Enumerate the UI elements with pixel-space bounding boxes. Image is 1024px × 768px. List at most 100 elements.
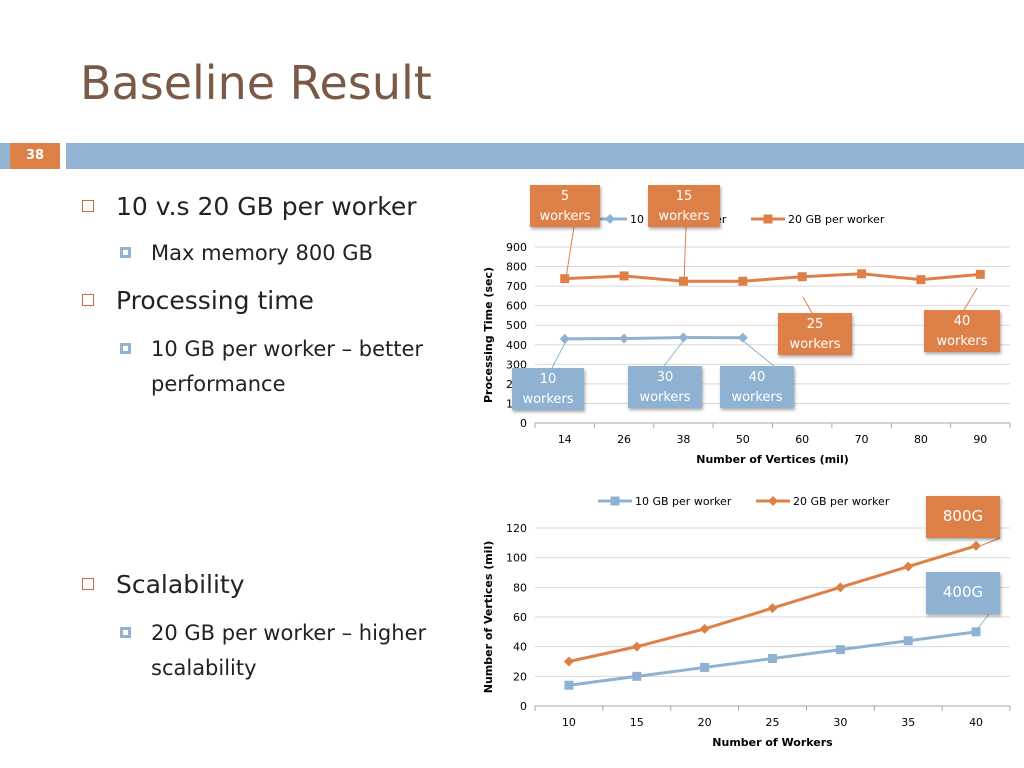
- data-point: [903, 636, 913, 646]
- filled-square-bullet-icon: [120, 247, 131, 258]
- data-point: [699, 623, 710, 634]
- y-tick-label: 0: [520, 700, 527, 713]
- square-bullet-icon: [82, 294, 94, 306]
- x-tick-label: 20: [698, 716, 712, 729]
- y-tick-label: 60: [513, 611, 527, 624]
- x-tick-label: 30: [833, 716, 847, 729]
- callout-25-workers: 25 workers: [778, 313, 852, 355]
- square-bullet-icon: [82, 578, 94, 590]
- y-tick-label: 600: [506, 300, 527, 313]
- data-point: [564, 680, 574, 690]
- y-tick-label: 700: [506, 280, 527, 293]
- callout-30-workers: 30 workers: [628, 366, 702, 408]
- data-point: [835, 582, 846, 593]
- x-tick-label: 15: [630, 716, 644, 729]
- y-tick-label: 500: [506, 319, 527, 332]
- data-point: [971, 627, 981, 637]
- data-point: [737, 332, 748, 343]
- legend-label: 20 GB per worker: [793, 495, 890, 508]
- y-tick-label: 120: [506, 522, 527, 535]
- legend-label: 10 GB per worker: [635, 495, 732, 508]
- data-point: [835, 645, 845, 655]
- data-point: [678, 332, 689, 343]
- data-point: [971, 540, 982, 551]
- data-point: [619, 271, 629, 281]
- x-tick-label: 14: [558, 433, 572, 446]
- y-tick-label: 40: [513, 641, 527, 654]
- x-tick-label: 10: [562, 716, 576, 729]
- slide-title: Baseline Result: [80, 56, 432, 110]
- y-axis-label: Processing Time (sec): [482, 267, 495, 403]
- y-tick-label: 0: [520, 417, 527, 430]
- x-axis-label: Number of Vertices (mil): [696, 453, 849, 466]
- y-tick-label: 900: [506, 241, 527, 254]
- callout-800g: 800G: [926, 496, 1000, 538]
- sub-bullet-item: Max memory 800 GB: [120, 236, 480, 271]
- data-point: [632, 671, 642, 681]
- x-tick-label: 90: [973, 433, 987, 446]
- x-tick-label: 40: [969, 716, 983, 729]
- data-point: [975, 269, 985, 279]
- callout-15-workers: 15 workers: [648, 185, 720, 227]
- y-tick-label: 400: [506, 339, 527, 352]
- y-tick-label: 20: [513, 670, 527, 683]
- legend-marker: [768, 496, 778, 506]
- legend-marker: [763, 214, 773, 224]
- x-tick-label: 70: [855, 433, 869, 446]
- data-point: [678, 276, 688, 286]
- legend-marker: [605, 214, 615, 224]
- bullet-item: Processing time: [82, 286, 314, 315]
- data-point: [767, 603, 778, 614]
- data-point: [738, 276, 748, 286]
- callout-10-workers: 10 workers: [512, 368, 584, 410]
- y-tick-label: 80: [513, 581, 527, 594]
- filled-square-bullet-icon: [120, 627, 131, 638]
- scalability-chart: 0 20 40 60 80 100 120 10 15 20 25 30 35 40 Number of W…: [482, 495, 1011, 749]
- x-tick-label: 80: [914, 433, 928, 446]
- data-point: [857, 269, 867, 279]
- sub-bullet-text: Max memory 800 GB: [151, 241, 373, 265]
- filled-square-bullet-icon: [120, 343, 131, 354]
- x-axis-label: Number of Workers: [712, 736, 833, 749]
- x-tick-label: 50: [736, 433, 750, 446]
- x-tick-label: 26: [617, 433, 631, 446]
- x-tick-label: 35: [901, 716, 915, 729]
- data-point: [559, 333, 570, 344]
- x-tick-label: 38: [676, 433, 690, 446]
- data-point: [560, 274, 570, 284]
- y-tick-label: 100: [506, 552, 527, 565]
- square-bullet-icon: [82, 200, 94, 212]
- sub-bullet-item: 10 GB per worker – better performance: [120, 332, 440, 402]
- data-point: [631, 641, 642, 652]
- y-axis-label: Number of Vertices (mil): [482, 541, 495, 694]
- data-point: [619, 333, 630, 344]
- legend-marker: [610, 496, 620, 506]
- series-line: [564, 336, 743, 341]
- sub-bullet-text: 10 GB per worker – better performance: [151, 337, 424, 396]
- data-point: [768, 654, 777, 664]
- bullet-item: Scalability: [82, 570, 245, 599]
- sub-bullet-item: 20 GB per worker – higher scalability: [120, 616, 440, 686]
- header-band: [0, 143, 1024, 169]
- data-point: [797, 272, 807, 282]
- band-gap: [60, 143, 66, 169]
- callout-40-workers-orange: 40 workers: [924, 310, 1000, 352]
- bullet-text: 10 v.s 20 GB per worker: [116, 192, 417, 221]
- data-point: [903, 561, 914, 572]
- sub-bullet-text: 20 GB per worker – higher scalability: [151, 621, 427, 680]
- x-tick-label: 60: [795, 433, 809, 446]
- x-tick-label: 25: [766, 716, 780, 729]
- bullet-item: 10 v.s 20 GB per worker: [82, 192, 417, 221]
- legend-label: 20 GB per worker: [788, 213, 885, 226]
- callout-40-workers-blue: 40 workers: [720, 366, 794, 408]
- bullet-text: Processing time: [116, 286, 314, 315]
- bullet-text: Scalability: [116, 570, 245, 599]
- y-tick-label: 800: [506, 261, 527, 274]
- data-point: [563, 656, 574, 667]
- data-point: [916, 275, 926, 285]
- slide-number: 38: [10, 143, 60, 169]
- callout-400g: 400G: [926, 572, 1000, 614]
- callout-5-workers: 5 workers: [530, 185, 600, 227]
- data-point: [700, 662, 710, 672]
- series-line: [564, 272, 981, 283]
